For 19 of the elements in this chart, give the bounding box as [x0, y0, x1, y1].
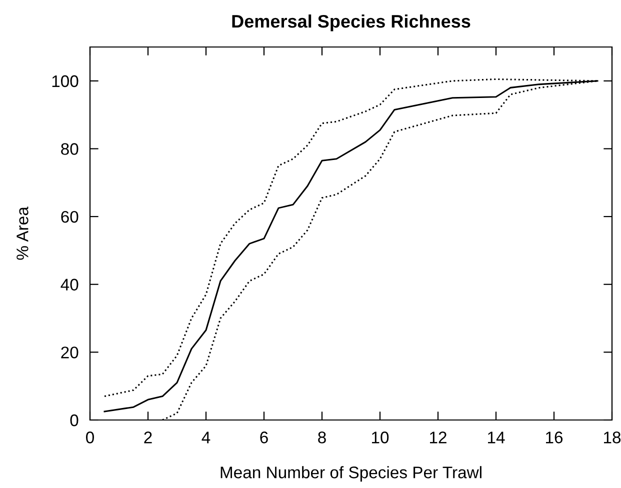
- y-axis-title: % Area: [16, 206, 28, 260]
- chart-title: Demersal Species Richness: [232, 14, 470, 32]
- x-tick-label: 0: [86, 432, 94, 444]
- x-tick-label: 14: [488, 432, 505, 444]
- x-tick-label: 4: [202, 432, 210, 444]
- x-tick-label: 18: [604, 432, 621, 444]
- x-tick-label: 2: [144, 432, 152, 444]
- x-axis-title: Mean Number of Species Per Trawl: [220, 466, 482, 482]
- x-tick-label: 8: [318, 432, 326, 444]
- y-tick-label: 60: [61, 210, 78, 223]
- y-tick-label: 80: [61, 143, 78, 155]
- y-tick-label: 100: [52, 75, 78, 88]
- x-tick-label: 16: [546, 432, 563, 444]
- x-tick-label: 12: [430, 432, 446, 444]
- y-tick-label: 0: [70, 414, 78, 426]
- y-tick-label: 20: [61, 346, 78, 358]
- y-tick-label: 40: [60, 278, 78, 291]
- x-tick-label: 10: [372, 432, 389, 444]
- x-tick-label: 6: [260, 432, 268, 444]
